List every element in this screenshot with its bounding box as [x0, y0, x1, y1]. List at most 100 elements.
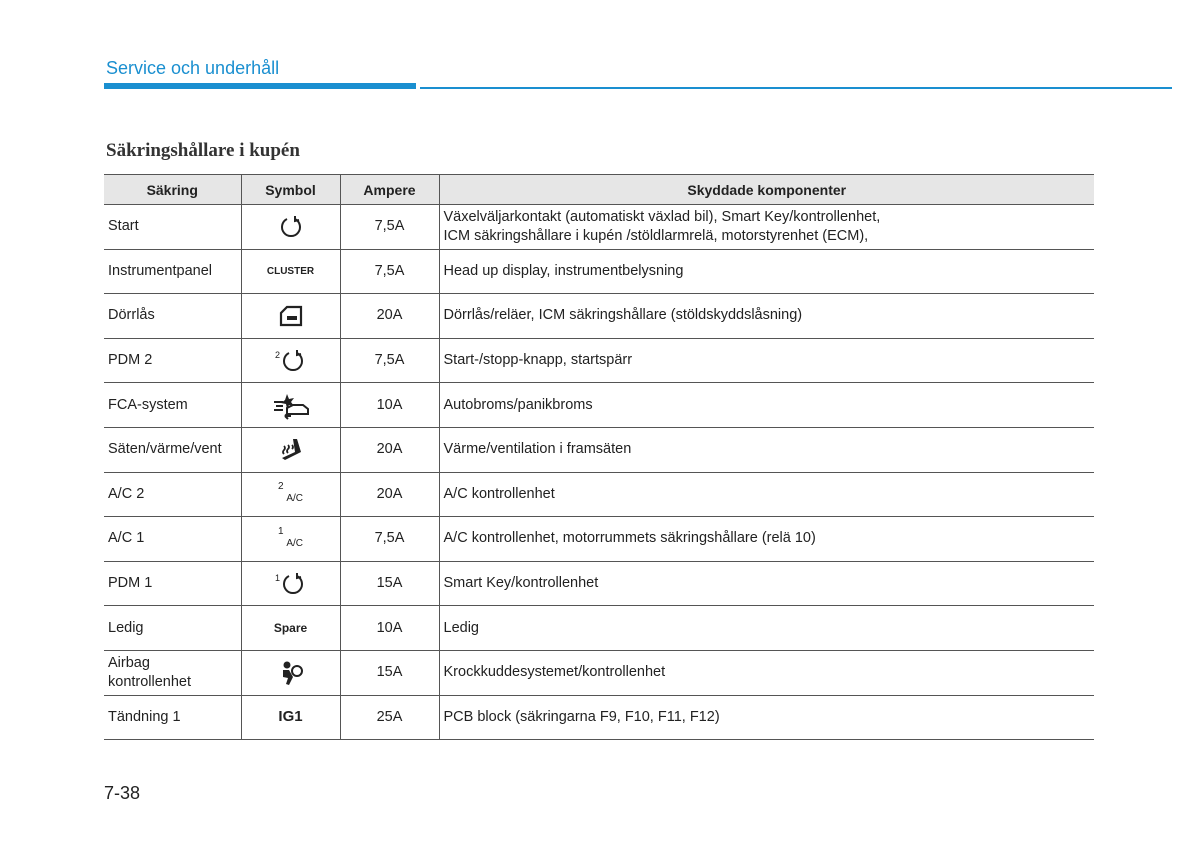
symbol	[240, 650, 340, 696]
ampere: 20A	[339, 427, 439, 473]
ampere: 15A	[339, 561, 439, 607]
text: Dörrlås/reläer, ICM säkringshållare (stö…	[443, 307, 803, 324]
text: Värme/ventilation i framsäten	[443, 441, 632, 458]
row: Dörrlås 20A Dörrlås/reläer, ICM säkrings…	[104, 293, 1094, 339]
row: FCA-system 10A Autobroms/panikbroms	[104, 382, 1094, 428]
fuse: A/C 1	[104, 516, 241, 562]
components: Ledig	[438, 605, 1094, 651]
ac-symbol: 1 A/C	[278, 526, 303, 550]
ampere: 10A	[339, 382, 439, 428]
text: Tändning 1	[108, 708, 181, 725]
section-title: Säkringshållare i kupén	[106, 140, 300, 161]
row: Säten/värme/vent 20A Värme/ventilation i…	[104, 427, 1094, 473]
row: PDM 1 1 15A Smart Key/kontrollenhet	[104, 561, 1094, 607]
symbol-text: 2	[274, 349, 280, 360]
symbol-text: A/C	[286, 537, 303, 549]
fuse: PDM 1	[104, 561, 241, 607]
ampere: 7,5A	[339, 338, 439, 384]
header-bar	[104, 83, 416, 89]
header-title: Service och underhåll	[106, 58, 280, 78]
start-icon	[283, 349, 303, 371]
ac-symbol: 2 A/C	[278, 481, 303, 505]
row: Start 7,5A Växelväljarkontakt (automatis…	[104, 204, 1094, 250]
row: Airbag kontrollenhet 15A Krockkuddesystem…	[104, 650, 1094, 696]
text: Krockkuddesystemet/kontrollenhet	[443, 664, 666, 681]
text: kontrollenhet	[108, 673, 192, 690]
components: Värme/ventilation i framsäten	[438, 427, 1094, 473]
symbol-text: CLUSTER	[266, 266, 315, 278]
fuse: Instrumentpanel	[104, 249, 241, 295]
row: Ledig Spare 10A Ledig	[104, 605, 1094, 651]
fuse: Säten/värme/vent	[104, 427, 241, 473]
column-header: Säkring	[104, 174, 241, 205]
components: PCB block (säkringarna F9, F10, F11, F12…	[438, 695, 1094, 741]
components: Head up display, instrumentbelysning	[438, 249, 1094, 295]
fuse: Tändning 1	[104, 695, 241, 741]
symbol-text: Spare	[273, 620, 308, 635]
fuse: Start	[104, 204, 241, 250]
door-lock-icon	[279, 305, 302, 327]
symbol-text: 1	[274, 572, 280, 583]
header-row: Säkring Symbol Ampere Skyddade komponent…	[104, 174, 1094, 205]
text: A/C 2	[108, 485, 145, 502]
text: A/C kontrollenhet, motorrummets säkrings…	[443, 530, 816, 547]
text: A/C kontrollenhet	[443, 485, 555, 502]
fuse: A/C 2	[104, 472, 241, 518]
column-header: Ampere	[339, 174, 439, 205]
text: Head up display, instrumentbelysning	[443, 262, 684, 279]
ampere: 20A	[339, 472, 439, 518]
symbol-text: A/C	[286, 493, 303, 505]
ampere: 15A	[339, 650, 439, 696]
text: FCA-system	[108, 396, 188, 413]
column-header: Symbol	[240, 174, 340, 205]
symbol	[240, 427, 340, 473]
text: Säten/värme/vent	[108, 441, 222, 458]
text: Instrumentpanel	[108, 262, 212, 279]
components: Start-/stopp-knapp, startspärr	[438, 338, 1094, 384]
symbol	[240, 293, 340, 339]
text: PDM 1	[108, 575, 153, 592]
symbol-text: 2	[277, 481, 284, 493]
components: Krockkuddesystemet/kontrollenhet	[438, 650, 1094, 696]
symbol	[240, 204, 340, 250]
page-number: 7-38	[104, 783, 141, 803]
row: A/C 2 2 A/C 20A A/C kontrollenhet	[104, 472, 1094, 518]
text: Dörrlås	[108, 307, 155, 324]
text: A/C 1	[108, 530, 145, 547]
column-header: Skyddade komponenter	[438, 174, 1094, 205]
ampere: 7,5A	[339, 249, 439, 295]
text: ICM säkringshållare i kupén /stöldlarmre…	[443, 227, 869, 244]
text: Start-/stopp-knapp, startspärr	[443, 352, 633, 369]
text: Smart Key/kontrollenhet	[443, 575, 599, 592]
symbol: Spare	[240, 605, 340, 651]
airbag-icon	[282, 661, 303, 685]
fuse: PDM 2	[104, 338, 241, 384]
row: PDM 2 2 7,5A Start-/stopp-knapp, startsp…	[104, 338, 1094, 384]
text: Autobroms/panikbroms	[443, 396, 593, 413]
fuse: Ledig	[104, 605, 241, 651]
seat-heat-icon	[281, 438, 301, 460]
ampere: 20A	[339, 293, 439, 339]
components: A/C kontrollenhet	[438, 472, 1094, 518]
symbol: IG1	[240, 695, 340, 741]
ampere: 25A	[339, 695, 439, 741]
start-icon	[280, 215, 301, 237]
symbol: 2 A/C	[240, 472, 340, 518]
fuse-table: Säkring Symbol Ampere Skyddade komponent…	[104, 174, 1094, 741]
header-line	[420, 87, 1172, 89]
fuse: Dörrlås	[104, 293, 241, 339]
text: Airbag	[108, 654, 150, 671]
start-icon	[283, 572, 303, 594]
components: A/C kontrollenhet, motorrummets säkrings…	[438, 516, 1094, 562]
text: Växelväljarkontakt (automatiskt växlad b…	[443, 208, 881, 225]
text: PCB block (säkringarna F9, F10, F11, F12…	[443, 708, 720, 725]
symbol: 1	[240, 561, 340, 607]
row: A/C 1 1 A/C 7,5A A/C kontrollenhet, moto…	[104, 516, 1094, 562]
symbol: 2	[240, 338, 340, 384]
symbol	[240, 382, 340, 428]
ampere: 10A	[339, 605, 439, 651]
symbol-text: 1	[277, 525, 284, 537]
fca-icon	[273, 394, 309, 420]
text: Ledig	[108, 619, 144, 636]
fuse: FCA-system	[104, 382, 241, 428]
